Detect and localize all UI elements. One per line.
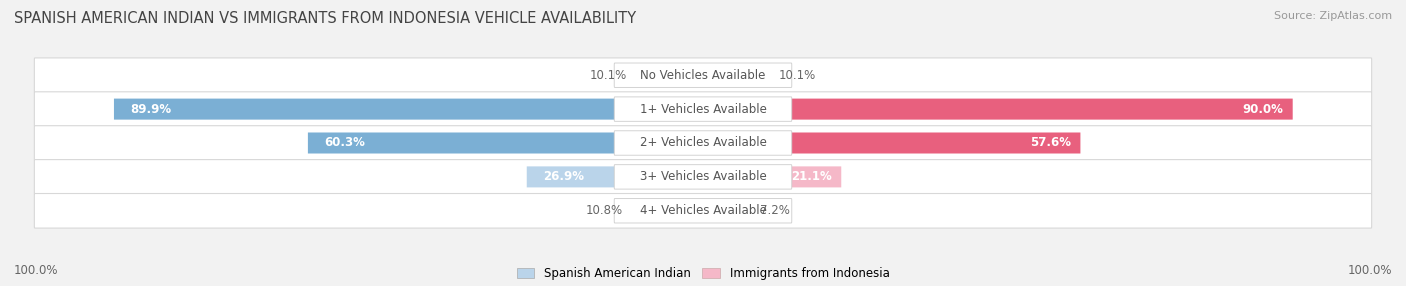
FancyBboxPatch shape xyxy=(308,132,703,154)
Text: 7.2%: 7.2% xyxy=(761,204,790,217)
Text: 57.6%: 57.6% xyxy=(1029,136,1070,150)
FancyBboxPatch shape xyxy=(34,92,1372,126)
Text: 26.9%: 26.9% xyxy=(543,170,583,183)
FancyBboxPatch shape xyxy=(614,131,792,155)
Text: 89.9%: 89.9% xyxy=(131,103,172,116)
FancyBboxPatch shape xyxy=(614,63,792,88)
Text: 90.0%: 90.0% xyxy=(1241,103,1282,116)
Text: Source: ZipAtlas.com: Source: ZipAtlas.com xyxy=(1274,11,1392,21)
FancyBboxPatch shape xyxy=(614,97,792,121)
FancyBboxPatch shape xyxy=(34,160,1372,194)
FancyBboxPatch shape xyxy=(637,65,703,86)
Legend: Spanish American Indian, Immigrants from Indonesia: Spanish American Indian, Immigrants from… xyxy=(516,267,890,280)
Text: 10.1%: 10.1% xyxy=(589,69,627,82)
FancyBboxPatch shape xyxy=(114,99,703,120)
Text: 2+ Vehicles Available: 2+ Vehicles Available xyxy=(640,136,766,150)
FancyBboxPatch shape xyxy=(703,200,751,221)
Text: 21.1%: 21.1% xyxy=(790,170,831,183)
Text: SPANISH AMERICAN INDIAN VS IMMIGRANTS FROM INDONESIA VEHICLE AVAILABILITY: SPANISH AMERICAN INDIAN VS IMMIGRANTS FR… xyxy=(14,11,636,26)
FancyBboxPatch shape xyxy=(703,99,1292,120)
FancyBboxPatch shape xyxy=(633,200,703,221)
Text: 100.0%: 100.0% xyxy=(1347,265,1392,277)
FancyBboxPatch shape xyxy=(703,132,1080,154)
Text: 100.0%: 100.0% xyxy=(14,265,59,277)
Text: 10.1%: 10.1% xyxy=(779,69,817,82)
FancyBboxPatch shape xyxy=(614,165,792,189)
Text: 3+ Vehicles Available: 3+ Vehicles Available xyxy=(640,170,766,183)
FancyBboxPatch shape xyxy=(34,194,1372,228)
FancyBboxPatch shape xyxy=(703,166,841,187)
FancyBboxPatch shape xyxy=(34,126,1372,160)
Text: 4+ Vehicles Available: 4+ Vehicles Available xyxy=(640,204,766,217)
Text: 60.3%: 60.3% xyxy=(325,136,366,150)
FancyBboxPatch shape xyxy=(703,65,769,86)
FancyBboxPatch shape xyxy=(527,166,703,187)
Text: No Vehicles Available: No Vehicles Available xyxy=(640,69,766,82)
Text: 10.8%: 10.8% xyxy=(585,204,623,217)
FancyBboxPatch shape xyxy=(34,58,1372,92)
Text: 1+ Vehicles Available: 1+ Vehicles Available xyxy=(640,103,766,116)
FancyBboxPatch shape xyxy=(614,198,792,223)
